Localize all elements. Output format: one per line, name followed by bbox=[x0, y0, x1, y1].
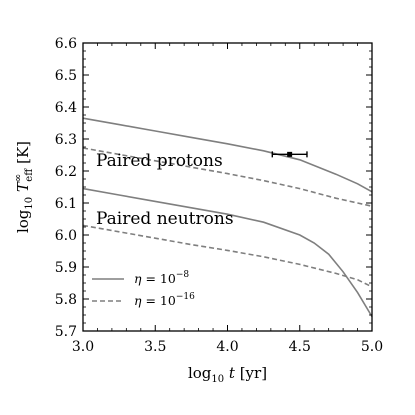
legend: η = 10−8 η = 10−16 bbox=[92, 270, 195, 308]
x-axis-title: log10 t [yr] bbox=[188, 364, 267, 385]
legend-label: η = 10−8 bbox=[134, 270, 189, 286]
observation-point bbox=[287, 151, 293, 157]
y-tick-label: 5.9 bbox=[55, 260, 77, 276]
series-line-neutrons-dashed bbox=[82, 224, 373, 288]
ticks-layer: 3.0 3.5 4.0 4.5 5.0 5.7 5.8 5.9 6.0 6.1 6.2 6.3 6.4 6… bbox=[55, 36, 383, 355]
annotation-layer: Paired protons Paired neutrons bbox=[96, 151, 234, 229]
y-axis-title: log10 T∞eff [K] bbox=[13, 141, 35, 233]
series-line-protons-solid bbox=[82, 117, 373, 193]
annotation-paired-neutrons: Paired neutrons bbox=[96, 209, 234, 229]
y-tick-label: 6.3 bbox=[55, 132, 77, 148]
annotation-paired-protons: Paired protons bbox=[96, 151, 223, 171]
x-tick-label: 3.0 bbox=[72, 339, 94, 355]
y-tick-label: 6.6 bbox=[55, 36, 77, 52]
y-tick-label: 6.4 bbox=[55, 100, 77, 116]
y-tick-label: 6.2 bbox=[55, 164, 77, 180]
x-tick-label: 4.0 bbox=[216, 339, 238, 355]
y-tick-label: 6.5 bbox=[55, 68, 77, 84]
series-layer bbox=[82, 117, 373, 318]
y-tick-label: 6.1 bbox=[55, 196, 77, 212]
x-tick-label: 5.0 bbox=[361, 339, 383, 355]
plot-frame bbox=[82, 42, 373, 332]
series-line-neutrons-solid bbox=[82, 187, 373, 318]
observation-layer bbox=[271, 151, 308, 158]
x-tick-label: 3.5 bbox=[144, 339, 166, 355]
y-tick-label: 5.7 bbox=[55, 324, 77, 340]
x-tick-label: 4.5 bbox=[289, 339, 311, 355]
y-tick-label: 6.0 bbox=[55, 228, 77, 244]
y-tick-label: 5.8 bbox=[55, 292, 77, 308]
legend-label: η = 10−16 bbox=[134, 292, 195, 308]
